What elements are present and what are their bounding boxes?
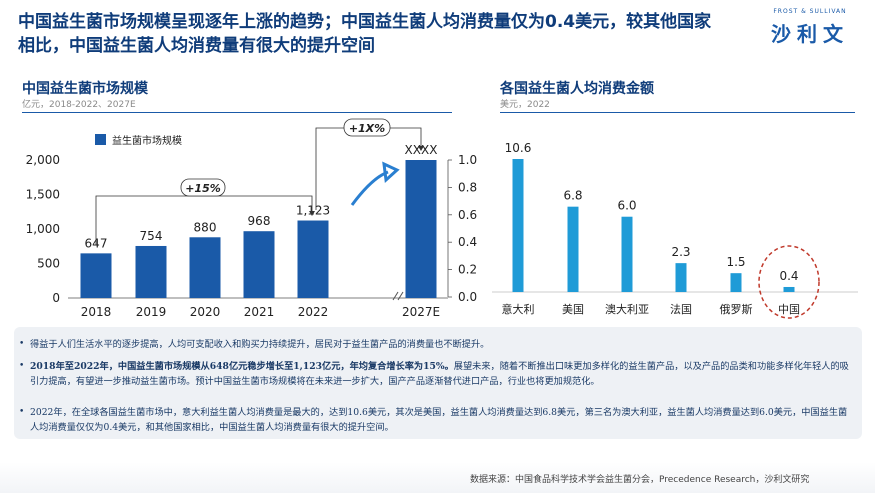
country-bar-chart: 10.6 意大利 6.8 美国 6.0 澳大利亚 2.3 法国 1.5 俄罗斯 0.4 中国 [492,141,858,319]
forecast-arrow-head [418,146,424,151]
note-item: • 2022年，在全球各国益生菌市场中，意大利益生菌人均消费量是最大的，达到10… [19,405,850,435]
note-item: • 2018年至2022年，中国益生菌市场规模从648亿元稳步增长至1,123亿… [19,359,850,389]
country-category-label: 澳大利亚 [605,302,649,316]
logo-text: 沙利文 [771,22,849,46]
notes-panel: • 得益于人们生活水平的逐步提高，人均可支配收入和购买力持续提升，居民对于益生菌… [14,327,862,439]
legend-label: 益生菌市场规模 [112,134,182,147]
note-item: • 得益于人们生活水平的逐步提高，人均可支配收入和购买力持续提升，居民对于益生菌… [19,337,850,352]
left-chart-divider [22,112,452,113]
right-chart-subtitle: 美元，2022 [500,100,550,110]
y-tick-label: 1,000 [26,222,60,236]
footer-band [0,462,875,493]
bar-2020 [189,237,221,298]
cagr-badge [180,178,226,197]
country-category-label: 中国 [778,303,800,316]
right-axis-tick-label: 0.6 [458,208,477,222]
country-value-label: 10.6 [505,141,532,155]
bar-value-label: 968 [248,214,271,228]
right-axis-tick-label: 1.0 [458,153,477,167]
forecast-badge [343,118,391,137]
bullet-icon: • [19,361,25,371]
x-category-label: 2020 [190,305,221,319]
x-category-label: 2021 [244,305,275,319]
country-bar-意大利 [512,159,524,292]
country-value-label: 1.5 [726,255,745,269]
bar-2021 [243,231,275,298]
bar-2022 [297,220,329,298]
country-category-label: 意大利 [502,302,535,316]
y-tick-label: 0 [52,291,60,305]
axis-break-mark [392,291,399,301]
right-chart-title: 各国益生菌人均消费金额 [500,81,654,97]
axis-break-mark [397,291,404,301]
bar-value-label: 880 [194,220,217,234]
right-axis-tick-label: 0.8 [458,180,477,194]
note-text: 2022年，在全球各国益生菌市场中，意大利益生菌人均消费量是最大的，达到10.6… [30,407,848,433]
left-chart-subtitle: 亿元，2018-2022、2027E [22,100,136,110]
growth-arrow-head-icon [382,161,400,184]
country-category-label: 美国 [562,303,584,316]
bar-value-label: 754 [140,229,163,243]
country-value-label: 6.8 [563,189,582,203]
logo-subtext: FROST & SULLIVAN [773,8,847,15]
y-tick-label: 1,500 [26,188,60,202]
country-value-label: 2.3 [671,245,690,259]
cagr-arrow-head [309,211,315,216]
bar-value-label: 1,123 [296,204,330,218]
x-category-label: 2018 [81,305,112,319]
country-category-label: 法国 [670,302,692,316]
country-bar-中国 [783,286,795,292]
country-bar-美国 [567,206,579,292]
left-chart-title: 中国益生菌市场规模 [22,81,148,97]
bar-2019 [135,245,167,298]
country-bar-澳大利亚 [621,216,633,292]
note-text: 得益于人们生活水平的逐步提高，人均可支配收入和购买力持续提升，居民对于益生菌产品… [30,339,490,350]
cagr-label: +15% [185,182,221,195]
frost-sullivan-logo: FROST & SULLIVAN 沙利文 [760,8,860,48]
china-highlight-circle [758,245,820,319]
legend-swatch [95,134,106,145]
country-value-label: 6.0 [617,199,636,213]
x-category-label: 2022 [298,305,329,319]
right-axis-tick-label: 0.4 [458,235,477,249]
forecast-label: +1X% [349,122,385,135]
y-tick-label: 500 [37,257,60,271]
page-title: 中国益生菌市场规模呈现逐年上涨的趋势；中国益生菌人均消费量仅为0.4美元，较其他… [18,12,712,56]
country-bar-俄罗斯 [730,273,742,292]
x-category-label: 2019 [136,305,167,319]
bullet-icon: • [19,339,25,349]
bar-2018 [80,253,112,298]
country-value-label: 0.4 [779,269,798,283]
bar-2027E [405,160,437,298]
y-tick-label: 2,000 [26,153,60,167]
note-text: 展望未来，随着不断推出口味更加多样化的益生菌产品，以及产品的品类和功能多样化年轻… [30,361,849,387]
note-highlight: 2018年至2022年，中国益生菌市场规模从648亿元稳步增长至1,123亿元，… [30,361,454,372]
country-category-label: 俄罗斯 [720,303,753,316]
right-axis-tick-label: 0.0 [458,290,477,304]
right-axis-tick-label: 0.2 [458,263,477,277]
source-note: 数据来源：中国食品科学技术学会益生菌分会，Precedence Research… [470,475,810,485]
country-bar-法国 [675,263,687,292]
bullet-icon: • [19,407,25,417]
right-chart-divider [500,112,855,113]
x-category-label: 2027E [402,305,440,319]
